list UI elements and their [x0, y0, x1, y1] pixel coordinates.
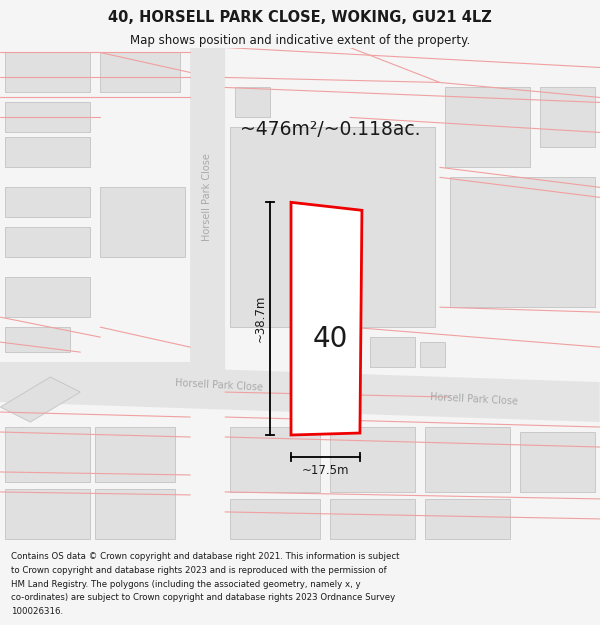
Polygon shape: [5, 427, 90, 482]
Polygon shape: [330, 427, 415, 492]
Polygon shape: [1, 377, 80, 422]
Polygon shape: [100, 188, 185, 258]
Polygon shape: [425, 499, 510, 539]
Polygon shape: [95, 489, 175, 539]
Polygon shape: [540, 88, 595, 148]
Polygon shape: [5, 278, 90, 317]
Polygon shape: [5, 188, 90, 218]
Text: 40, HORSELL PARK CLOSE, WOKING, GU21 4LZ: 40, HORSELL PARK CLOSE, WOKING, GU21 4LZ: [108, 9, 492, 24]
Polygon shape: [100, 52, 180, 92]
Polygon shape: [230, 427, 320, 492]
Polygon shape: [5, 327, 70, 352]
Polygon shape: [425, 427, 510, 492]
Polygon shape: [420, 342, 445, 367]
Text: ~38.7m: ~38.7m: [254, 295, 266, 343]
Polygon shape: [291, 202, 362, 435]
Polygon shape: [235, 88, 270, 118]
Polygon shape: [5, 52, 90, 92]
Text: ~17.5m: ~17.5m: [302, 464, 349, 478]
Text: 40: 40: [312, 324, 347, 352]
Polygon shape: [230, 127, 435, 327]
Text: Contains OS data © Crown copyright and database right 2021. This information is : Contains OS data © Crown copyright and d…: [11, 552, 400, 561]
Polygon shape: [1, 362, 599, 422]
Polygon shape: [190, 48, 225, 377]
Polygon shape: [520, 432, 595, 492]
Polygon shape: [450, 177, 595, 307]
Text: Horsell Park Close: Horsell Park Close: [430, 392, 518, 406]
Polygon shape: [370, 337, 415, 367]
Text: HM Land Registry. The polygons (including the associated geometry, namely x, y: HM Land Registry. The polygons (includin…: [11, 580, 361, 589]
Text: Map shows position and indicative extent of the property.: Map shows position and indicative extent…: [130, 34, 470, 48]
Polygon shape: [1, 362, 225, 402]
Polygon shape: [5, 489, 90, 539]
Text: Horsell Park Close: Horsell Park Close: [202, 153, 212, 241]
Polygon shape: [5, 102, 90, 132]
Text: Horsell Park Closе: Horsell Park Closе: [175, 378, 263, 392]
Text: ~476m²/~0.118ac.: ~476m²/~0.118ac.: [240, 120, 420, 139]
Text: co-ordinates) are subject to Crown copyright and database rights 2023 Ordnance S: co-ordinates) are subject to Crown copyr…: [11, 593, 395, 602]
Text: to Crown copyright and database rights 2023 and is reproduced with the permissio: to Crown copyright and database rights 2…: [11, 566, 386, 575]
Polygon shape: [5, 228, 90, 258]
Text: 100026316.: 100026316.: [11, 607, 63, 616]
Polygon shape: [95, 427, 175, 482]
Polygon shape: [5, 138, 90, 168]
Polygon shape: [230, 499, 320, 539]
Polygon shape: [330, 499, 415, 539]
Polygon shape: [445, 88, 530, 168]
